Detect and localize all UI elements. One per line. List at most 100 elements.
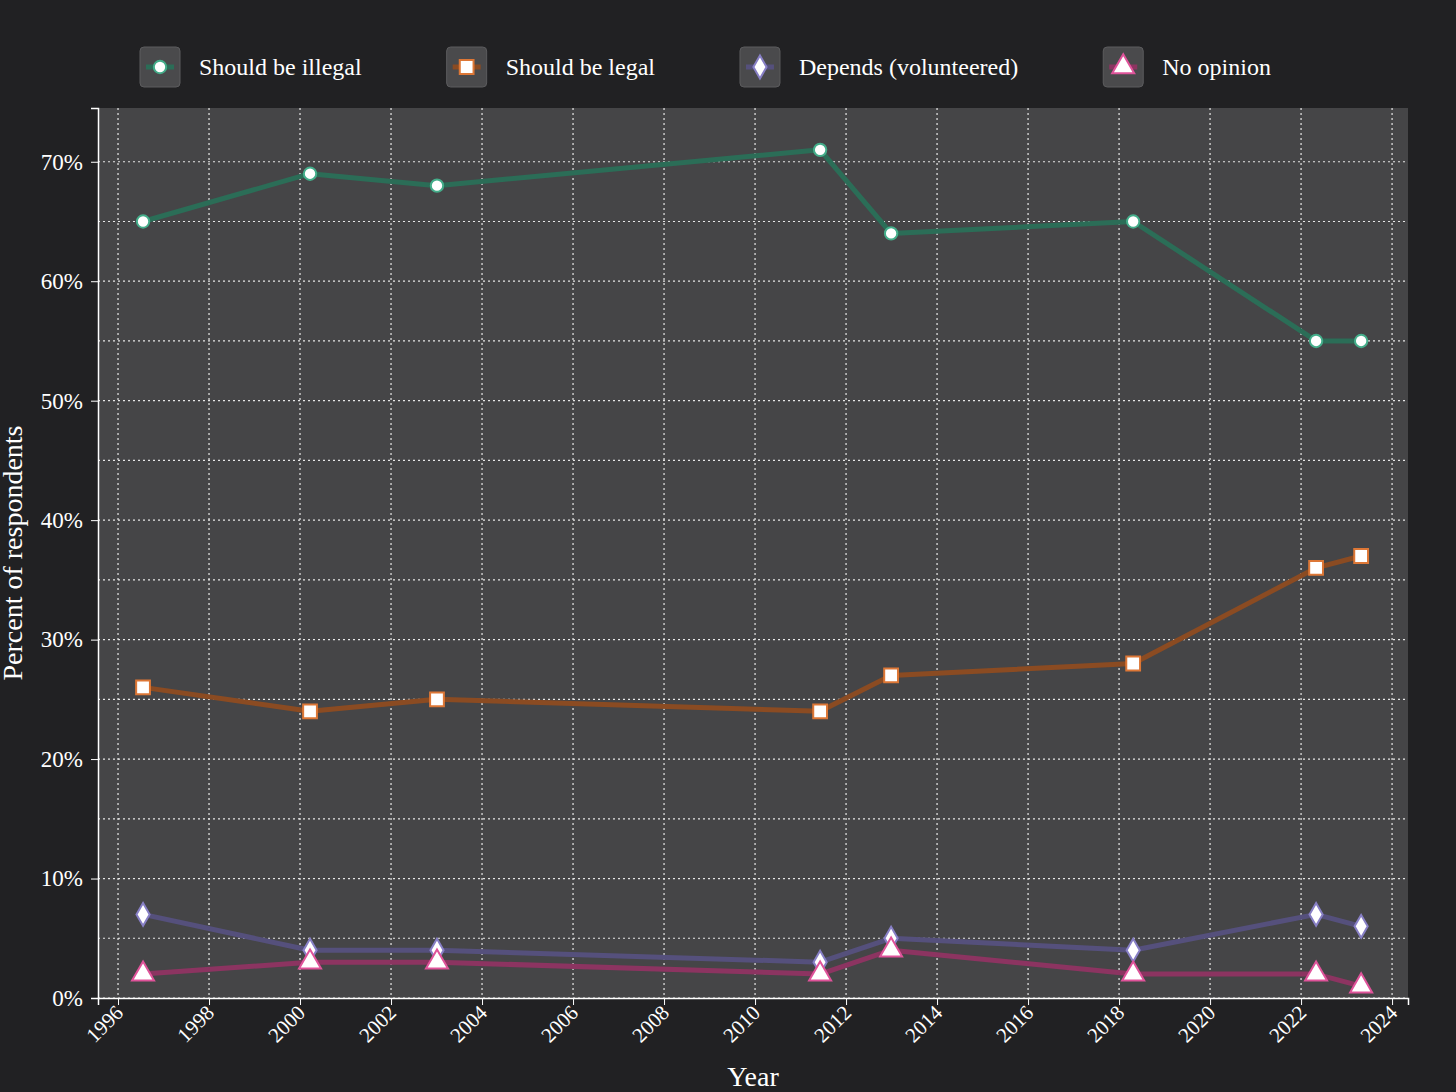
grid-line: [936, 108, 937, 998]
plot-marks: [132, 144, 1372, 993]
grid-line: [754, 108, 755, 998]
tick-mark: [91, 520, 98, 521]
data-point: [1127, 215, 1139, 227]
legend-item: Should be legal: [447, 47, 656, 87]
data-point: [1122, 961, 1144, 980]
grid-line: [845, 108, 846, 998]
data-point: [303, 704, 317, 718]
tick-mark: [1210, 998, 1211, 1005]
background: [0, 0, 1456, 1092]
legend-item: No opinion: [1103, 47, 1271, 87]
tick: 2004: [445, 998, 492, 1047]
data-point: [1127, 939, 1140, 962]
grid-line: [1391, 108, 1392, 998]
tick-mark: [91, 162, 98, 163]
grid-line: [117, 108, 118, 998]
tick-mark: [91, 281, 98, 282]
data-point: [430, 692, 444, 706]
tick-label: 2014: [900, 1000, 947, 1047]
minor-grid-line: [98, 340, 1408, 341]
grid-line: [1027, 108, 1028, 998]
tick-mark: [91, 759, 98, 760]
data-point: [1354, 549, 1368, 563]
grid-line: [1118, 108, 1119, 998]
tick-mark: [755, 998, 756, 1005]
x-axis: 1996199820002002200420062008201020122014…: [81, 998, 1408, 1047]
minor-grid-line: [98, 460, 1408, 461]
tick-label: 2012: [809, 1001, 856, 1048]
axis-line: [91, 109, 99, 999]
data-point: [884, 669, 898, 683]
grid-line: [208, 108, 209, 998]
grid-line: [572, 108, 573, 998]
tick-label: 10%: [41, 866, 83, 891]
grid-line: [98, 281, 1408, 282]
legend-marker: [753, 56, 766, 79]
legend-label: No opinion: [1162, 54, 1271, 80]
grid-line: [98, 878, 1408, 879]
tick-label: 2000: [263, 1001, 310, 1048]
tick: 70%: [41, 150, 98, 175]
tick-mark: [91, 640, 98, 641]
tick: 0%: [52, 986, 98, 1011]
data-point: [1309, 561, 1323, 575]
tick-label: 2008: [627, 1001, 674, 1048]
tick-mark: [482, 998, 483, 1005]
grid-line: [299, 108, 300, 998]
tick: 2000: [263, 998, 310, 1047]
tick-label: 60%: [41, 269, 83, 294]
tick: 2010: [718, 998, 765, 1047]
chart: 0%10%20%30%40%50%60%70%19961998200020022…: [0, 0, 1456, 1092]
data-point: [132, 961, 154, 980]
grid-line: [390, 108, 391, 998]
grid-line: [1209, 108, 1210, 998]
tick-mark: [1028, 998, 1029, 1005]
y-axis-title: Percent of respondents: [0, 425, 28, 680]
minor-grid-line: [98, 818, 1408, 819]
tick-label: 50%: [41, 389, 83, 414]
tick-label: 2010: [718, 1001, 765, 1048]
data-point: [136, 903, 149, 926]
tick-mark: [118, 998, 119, 1005]
tick-label: 1998: [172, 1001, 219, 1048]
tick-label: 2022: [1264, 1001, 1311, 1048]
legend-box: [740, 47, 780, 87]
legend-marker: [460, 60, 474, 74]
data-point: [1310, 335, 1322, 347]
tick-mark: [209, 998, 210, 1005]
data-point: [304, 168, 316, 180]
tick: 1998: [172, 998, 219, 1047]
tick-mark: [846, 998, 847, 1005]
tick-label: 2024: [1355, 1000, 1402, 1047]
tick: 2014: [900, 998, 947, 1047]
tick-mark: [664, 998, 665, 1005]
tick: 10%: [41, 866, 98, 891]
tick-label: 2020: [1173, 1001, 1220, 1048]
tick: 2020: [1173, 998, 1220, 1047]
legend-item: Should be illegal: [140, 47, 362, 87]
tick: 60%: [41, 269, 98, 294]
data-point: [431, 179, 443, 191]
grid-line: [98, 639, 1408, 640]
tick-mark: [91, 998, 98, 999]
legend-label: Depends (volunteered): [799, 54, 1018, 80]
data-point: [1355, 915, 1368, 938]
data-point: [426, 949, 448, 968]
tick: 2018: [1082, 998, 1129, 1047]
grid-line: [481, 108, 482, 998]
tick-label: 40%: [41, 508, 83, 533]
tick: 2002: [354, 998, 401, 1047]
data-point: [1355, 335, 1367, 347]
tick-mark: [91, 401, 98, 402]
tick: 40%: [41, 508, 98, 533]
tick: 2006: [536, 998, 583, 1047]
tick: 20%: [41, 747, 98, 772]
grid-line: [98, 520, 1408, 521]
data-point: [1310, 903, 1323, 926]
tick: 30%: [41, 627, 98, 652]
tick-mark: [573, 998, 574, 1005]
series-line: [143, 150, 1361, 341]
tick-label: 2006: [536, 1001, 583, 1048]
tick: 2008: [627, 998, 674, 1047]
minor-grid-line: [98, 938, 1408, 939]
